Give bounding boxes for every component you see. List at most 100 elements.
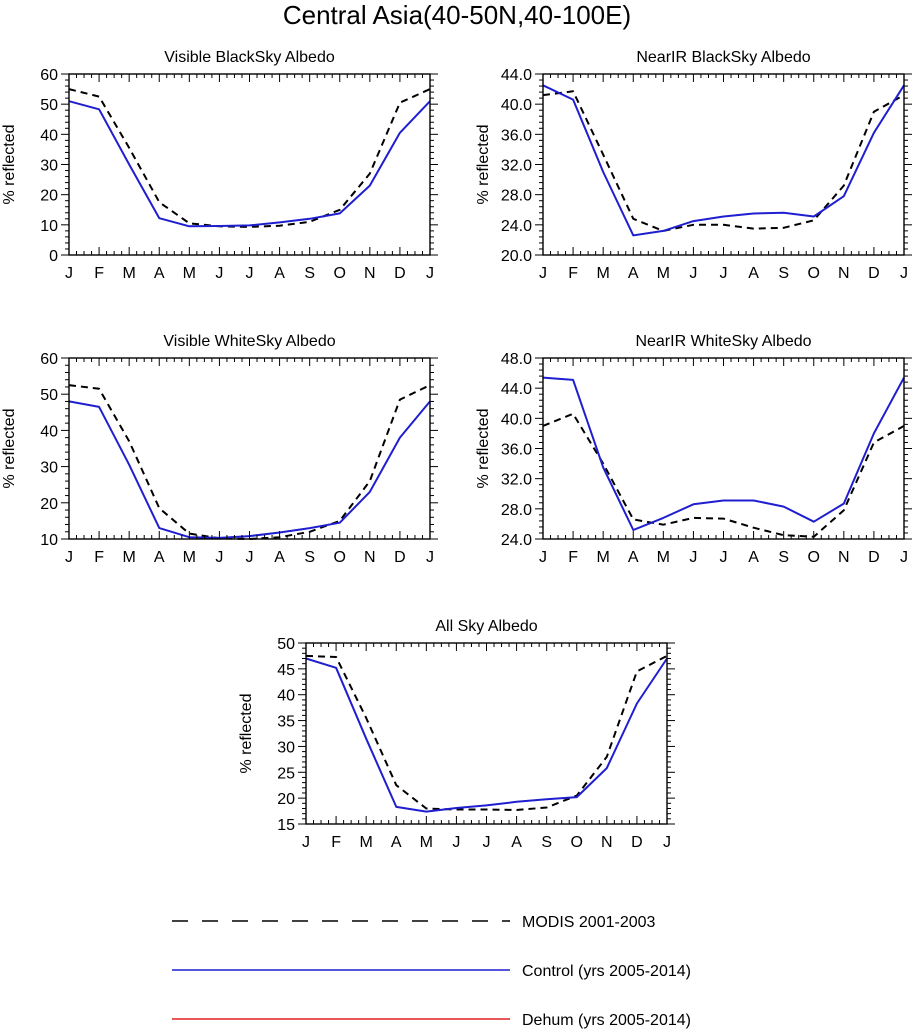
y-tick-label: 25 <box>277 765 295 782</box>
x-tick-label: A <box>274 265 285 282</box>
y-tick-label: 40 <box>40 127 58 144</box>
legend: MODIS 2001-2003 Control (yrs 2005-2014) De… <box>172 914 691 1029</box>
x-tick-label: S <box>778 265 789 282</box>
y-tick-label: 36.0 <box>501 127 532 144</box>
x-tick-label: J <box>663 834 671 851</box>
x-tick-label: S <box>778 549 789 566</box>
x-tick-label: N <box>601 834 613 851</box>
figure-title: Central Asia(40-50N,40-100E) <box>283 0 631 30</box>
y-axis-label: % reflected <box>475 124 492 204</box>
x-tick-label: J <box>215 265 223 282</box>
x-tick-label: M <box>123 265 136 282</box>
y-tick-label: 30 <box>40 460 58 477</box>
x-tick-label: F <box>331 834 341 851</box>
x-tick-label: A <box>748 549 759 566</box>
x-tick-label: J <box>65 549 73 566</box>
x-tick-label: A <box>628 549 639 566</box>
y-tick-label: 40 <box>40 423 58 440</box>
legend-label: Dehum (yrs 2005-2014) <box>522 1012 691 1029</box>
x-tick-label: J <box>246 265 254 282</box>
legend-entry-2: Control (yrs 2005-2014) <box>172 963 691 980</box>
y-tick-label: 24.0 <box>501 532 532 549</box>
x-tick-label: J <box>900 549 908 566</box>
x-tick-label: O <box>808 549 820 566</box>
panel-title: Visible BlackSky Albedo <box>164 49 335 66</box>
chart-panel-5: All Sky Albedo % reflected J F M A M J J A S O N D J 15… <box>238 618 675 851</box>
y-tick-label: 10 <box>40 532 58 549</box>
legend-entry-1: MODIS 2001-2003 <box>172 914 656 931</box>
y-tick-label: 50 <box>277 636 295 653</box>
y-tick-label: 50 <box>40 97 58 114</box>
x-tick-label: N <box>838 549 850 566</box>
x-tick-label: M <box>183 265 196 282</box>
y-tick-label: 28.0 <box>501 188 532 205</box>
y-tick-label: 45 <box>277 662 295 679</box>
y-tick-label: 30 <box>40 158 58 175</box>
chart-panel-1: Visible BlackSky Albedo % reflected J F M A M J… <box>1 49 438 282</box>
x-tick-label: J <box>426 549 434 566</box>
x-tick-label: S <box>304 265 315 282</box>
legend-entry-3: Dehum (yrs 2005-2014) <box>172 1012 691 1029</box>
x-tick-label: O <box>334 549 346 566</box>
x-tick-label: A <box>154 549 165 566</box>
x-tick-label: A <box>391 834 402 851</box>
y-tick-label: 32.0 <box>501 158 532 175</box>
y-tick-label: 60 <box>40 67 58 84</box>
x-tick-label: S <box>304 549 315 566</box>
modis-line <box>542 90 905 232</box>
x-tick-label: M <box>597 549 610 566</box>
panel-title: NearIR BlackSky Albedo <box>636 49 810 66</box>
control-line <box>68 400 431 539</box>
x-tick-label: J <box>302 834 310 851</box>
x-tick-label: A <box>628 265 639 282</box>
y-tick-label: 28.0 <box>501 502 532 519</box>
x-tick-label: J <box>539 549 547 566</box>
x-tick-label: M <box>597 265 610 282</box>
y-axis-label: % reflected <box>1 408 18 488</box>
y-tick-label: 40.0 <box>501 97 532 114</box>
y-tick-label: 48.0 <box>501 351 532 368</box>
legend-label: MODIS 2001-2003 <box>522 914 656 931</box>
y-tick-label: 44.0 <box>501 381 532 398</box>
x-tick-label: O <box>571 834 583 851</box>
modis-line <box>305 654 668 811</box>
y-tick-label: 50 <box>40 387 58 404</box>
plot-frame <box>68 73 431 256</box>
x-tick-label: D <box>394 549 406 566</box>
y-tick-label: 10 <box>40 218 58 235</box>
modis-line <box>542 412 905 538</box>
chart-panel-2: NearIR BlackSky Albedo % reflected J F M A M J J… <box>475 49 912 282</box>
plot-frame <box>542 73 905 256</box>
panel-title: All Sky Albedo <box>435 618 537 635</box>
x-tick-label: J <box>215 549 223 566</box>
x-tick-label: N <box>364 265 376 282</box>
modis-line <box>68 384 431 540</box>
x-tick-label: D <box>394 265 406 282</box>
control-line <box>68 100 431 228</box>
panel-title: Visible WhiteSky Albedo <box>163 333 335 350</box>
panels: Visible BlackSky Albedo % reflected J F M A M J… <box>1 49 912 851</box>
x-tick-label: F <box>94 265 104 282</box>
y-tick-label: 20 <box>277 791 295 808</box>
x-tick-label: O <box>808 265 820 282</box>
x-tick-label: M <box>657 549 670 566</box>
x-tick-label: O <box>334 265 346 282</box>
x-tick-label: A <box>274 549 285 566</box>
y-tick-label: 40.0 <box>501 411 532 428</box>
y-axis-label: % reflected <box>1 124 18 204</box>
y-tick-label: 24.0 <box>501 218 532 235</box>
x-tick-label: M <box>360 834 373 851</box>
x-tick-label: N <box>838 265 850 282</box>
y-tick-label: 20 <box>40 496 58 513</box>
x-tick-label: M <box>420 834 433 851</box>
y-tick-label: 40 <box>277 688 295 705</box>
control-line <box>305 657 668 813</box>
y-tick-label: 15 <box>277 817 295 834</box>
y-axis-label: % reflected <box>475 408 492 488</box>
x-tick-label: D <box>868 265 880 282</box>
x-tick-label: M <box>183 549 196 566</box>
y-tick-label: 60 <box>40 351 58 368</box>
y-tick-label: 32.0 <box>501 472 532 489</box>
x-tick-label: A <box>154 265 165 282</box>
